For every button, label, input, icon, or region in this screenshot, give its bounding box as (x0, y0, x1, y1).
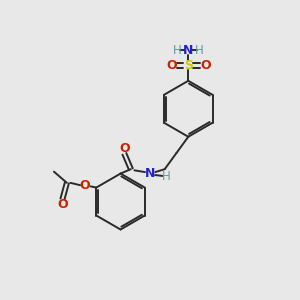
Text: H: H (162, 170, 171, 183)
Text: N: N (183, 44, 194, 57)
Text: O: O (200, 59, 211, 72)
Text: N: N (145, 167, 155, 180)
Text: O: O (57, 197, 68, 211)
Text: O: O (166, 59, 176, 72)
Text: H: H (195, 44, 204, 57)
Text: S: S (184, 59, 193, 72)
Text: O: O (80, 179, 91, 192)
Text: H: H (173, 44, 182, 57)
Text: O: O (119, 142, 130, 155)
